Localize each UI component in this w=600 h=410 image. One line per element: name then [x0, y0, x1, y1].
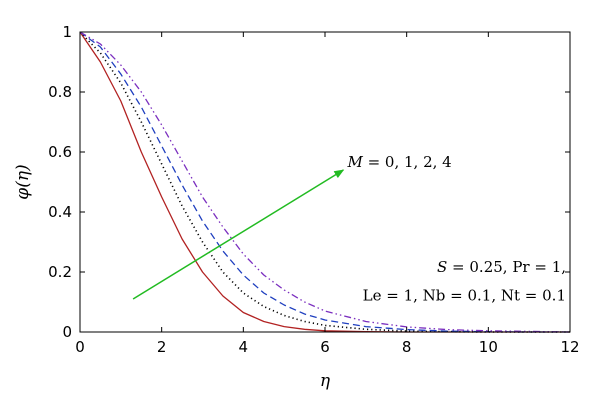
y-axis-label: φ(η) — [13, 164, 33, 199]
series-line-3 — [79, 31, 570, 333]
x-tick-label: 6 — [320, 338, 330, 356]
param-line-1: S = 0.25, Pr = 1, — [437, 258, 566, 276]
tick-layer: 0 2 4 6 8 10 12 0 0.2 0.4 0.6 0.8 1 — [48, 23, 579, 356]
m-label-symbol: M — [346, 153, 363, 171]
y-tick-label: 0.8 — [48, 83, 72, 101]
x-tick-label: 4 — [239, 338, 249, 356]
y-tick-label: 1 — [62, 23, 72, 41]
param-s-symbol: S — [437, 258, 447, 276]
y-tick-label: 0.6 — [48, 143, 72, 161]
x-tick-label: 0 — [75, 338, 85, 356]
series-line-4 — [79, 31, 571, 333]
y-tick-label: 0 — [62, 323, 72, 341]
x-tick-label: 2 — [157, 338, 167, 356]
x-tick-label: 12 — [560, 338, 579, 356]
m-label: M = 0, 1, 2, 4 — [346, 153, 451, 171]
annotation-layer — [132, 169, 345, 300]
x-tick-label: 10 — [479, 338, 498, 356]
param-line-1-rest: = 0.25, Pr = 1, — [447, 258, 566, 276]
y-tick-label: 0.4 — [48, 203, 72, 221]
x-axis-label: η — [320, 371, 331, 391]
m-label-values: = 0, 1, 2, 4 — [363, 153, 452, 171]
m-increase-arrow — [132, 169, 345, 300]
param-line-2: Le = 1, Nb = 0.1, Nt = 0.1 — [363, 287, 566, 305]
y-tick-label: 0.2 — [48, 263, 72, 281]
x-tick-label: 8 — [402, 338, 412, 356]
